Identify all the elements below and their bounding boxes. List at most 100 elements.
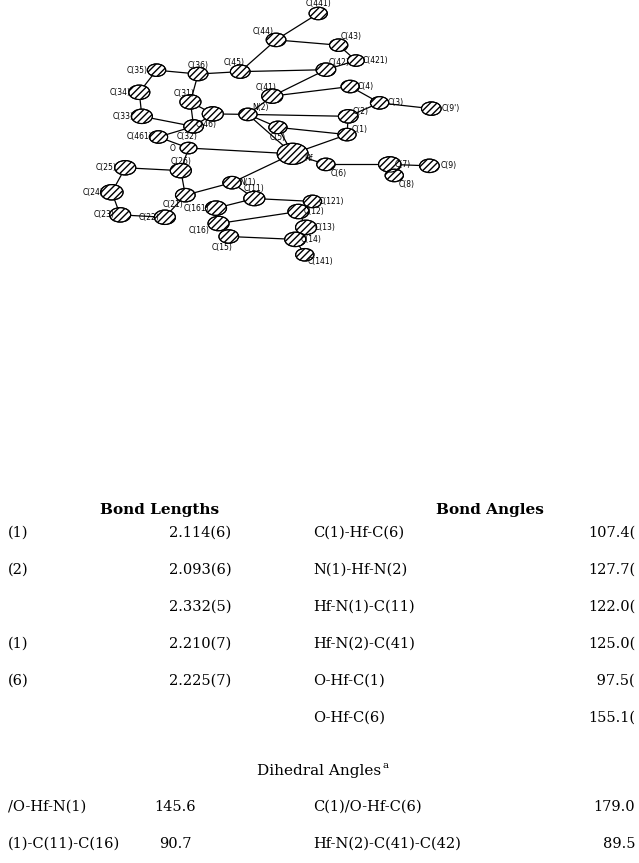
Ellipse shape xyxy=(180,95,201,109)
Text: 97.5(: 97.5( xyxy=(592,674,635,688)
Text: C(46): C(46) xyxy=(196,120,217,129)
Text: C(9): C(9) xyxy=(440,161,457,170)
Text: Bond Angles: Bond Angles xyxy=(436,502,544,517)
Ellipse shape xyxy=(339,110,358,123)
Text: (1): (1) xyxy=(8,526,29,539)
Text: C(14): C(14) xyxy=(301,235,321,244)
Ellipse shape xyxy=(341,80,359,93)
Text: Hf-N(2)-C(41)-C(42): Hf-N(2)-C(41)-C(42) xyxy=(313,837,461,851)
Ellipse shape xyxy=(184,120,203,133)
Text: Hf: Hf xyxy=(304,154,313,163)
Text: C(41): C(41) xyxy=(256,83,276,92)
Text: C(141): C(141) xyxy=(308,257,334,267)
Ellipse shape xyxy=(132,109,152,123)
Ellipse shape xyxy=(208,217,229,230)
Text: C(121): C(121) xyxy=(319,197,344,206)
Ellipse shape xyxy=(309,7,327,20)
Text: O: O xyxy=(169,143,176,153)
Ellipse shape xyxy=(202,107,224,121)
Text: C(22): C(22) xyxy=(139,213,159,222)
Text: C(421): C(421) xyxy=(362,56,388,65)
Text: 155.1(: 155.1( xyxy=(588,711,635,725)
Text: 2.114(6): 2.114(6) xyxy=(169,526,231,539)
Text: C(161): C(161) xyxy=(184,204,210,212)
Text: C(21): C(21) xyxy=(162,200,183,209)
Ellipse shape xyxy=(110,208,131,222)
Text: C(26): C(26) xyxy=(171,156,191,166)
Ellipse shape xyxy=(262,89,282,104)
Ellipse shape xyxy=(176,188,195,202)
Ellipse shape xyxy=(129,85,150,99)
Ellipse shape xyxy=(269,121,287,134)
Ellipse shape xyxy=(304,195,321,208)
Text: C(7): C(7) xyxy=(394,160,411,169)
Ellipse shape xyxy=(155,210,175,224)
Ellipse shape xyxy=(371,97,389,109)
Text: (6): (6) xyxy=(8,674,29,688)
Ellipse shape xyxy=(206,201,227,216)
Text: (1)-C(11)-C(16): (1)-C(11)-C(16) xyxy=(8,837,120,851)
Text: C(6): C(6) xyxy=(330,168,347,178)
Text: C(3): C(3) xyxy=(387,98,404,107)
Text: 107.4(: 107.4( xyxy=(588,526,635,539)
Ellipse shape xyxy=(100,185,123,200)
Text: C(32): C(32) xyxy=(177,131,197,141)
Ellipse shape xyxy=(338,129,356,141)
Text: C(16): C(16) xyxy=(189,226,210,236)
Ellipse shape xyxy=(189,67,208,81)
Text: 145.6: 145.6 xyxy=(154,800,196,814)
Text: C(23): C(23) xyxy=(94,211,114,219)
Text: Hf-N(2)-C(41): Hf-N(2)-C(41) xyxy=(313,637,415,651)
Ellipse shape xyxy=(317,158,335,171)
Text: C(25): C(25) xyxy=(96,163,116,173)
Text: 125.0(: 125.0( xyxy=(588,637,635,651)
Text: C(5): C(5) xyxy=(270,134,286,142)
Ellipse shape xyxy=(296,249,314,261)
Ellipse shape xyxy=(239,108,257,121)
Text: (1): (1) xyxy=(8,637,29,651)
Text: a: a xyxy=(383,761,389,770)
Ellipse shape xyxy=(148,64,166,77)
Ellipse shape xyxy=(295,220,316,235)
Text: O-Hf-C(1): O-Hf-C(1) xyxy=(313,674,385,688)
Text: C(15): C(15) xyxy=(212,243,233,252)
Text: C(31): C(31) xyxy=(174,89,194,98)
Text: C(4): C(4) xyxy=(358,82,374,91)
Text: 2.225(7): 2.225(7) xyxy=(169,674,231,688)
Ellipse shape xyxy=(285,232,306,247)
Text: C(42): C(42) xyxy=(328,58,349,67)
Text: C(44): C(44) xyxy=(253,27,273,35)
Text: C(8): C(8) xyxy=(399,180,415,189)
Text: N(2): N(2) xyxy=(252,103,269,111)
Text: C(9'): C(9') xyxy=(442,104,459,113)
Text: 2.332(5): 2.332(5) xyxy=(169,600,231,614)
Ellipse shape xyxy=(223,176,241,189)
Text: 2.093(6): 2.093(6) xyxy=(169,563,231,576)
Ellipse shape xyxy=(330,39,348,52)
Text: C(45): C(45) xyxy=(224,59,244,67)
Text: Hf-N(1)-C(11): Hf-N(1)-C(11) xyxy=(313,600,415,614)
Ellipse shape xyxy=(378,157,401,172)
Text: N(1): N(1) xyxy=(240,178,256,187)
Ellipse shape xyxy=(348,54,364,66)
Text: C(441): C(441) xyxy=(305,0,331,9)
Text: 89.5: 89.5 xyxy=(603,837,635,851)
Text: C(1): C(1) xyxy=(351,125,368,135)
Text: Dihedral Angles: Dihedral Angles xyxy=(258,764,381,778)
Text: 127.7(: 127.7( xyxy=(588,563,635,576)
Ellipse shape xyxy=(115,161,136,175)
Text: C(1)-Hf-C(6): C(1)-Hf-C(6) xyxy=(313,526,404,539)
Text: C(1)/O-Hf-C(6): C(1)/O-Hf-C(6) xyxy=(313,800,422,814)
Ellipse shape xyxy=(150,131,167,143)
Ellipse shape xyxy=(422,102,441,116)
Ellipse shape xyxy=(219,230,238,243)
Ellipse shape xyxy=(288,205,309,218)
Text: C(13): C(13) xyxy=(315,223,335,232)
Text: N(1)-Hf-N(2): N(1)-Hf-N(2) xyxy=(313,563,407,576)
Text: /O-Hf-N(1): /O-Hf-N(1) xyxy=(8,800,86,814)
Ellipse shape xyxy=(244,192,265,205)
Text: 122.0(: 122.0( xyxy=(588,600,635,614)
Text: C(35): C(35) xyxy=(127,66,148,75)
Text: 90.7: 90.7 xyxy=(158,837,191,851)
Text: C(43): C(43) xyxy=(341,32,362,41)
